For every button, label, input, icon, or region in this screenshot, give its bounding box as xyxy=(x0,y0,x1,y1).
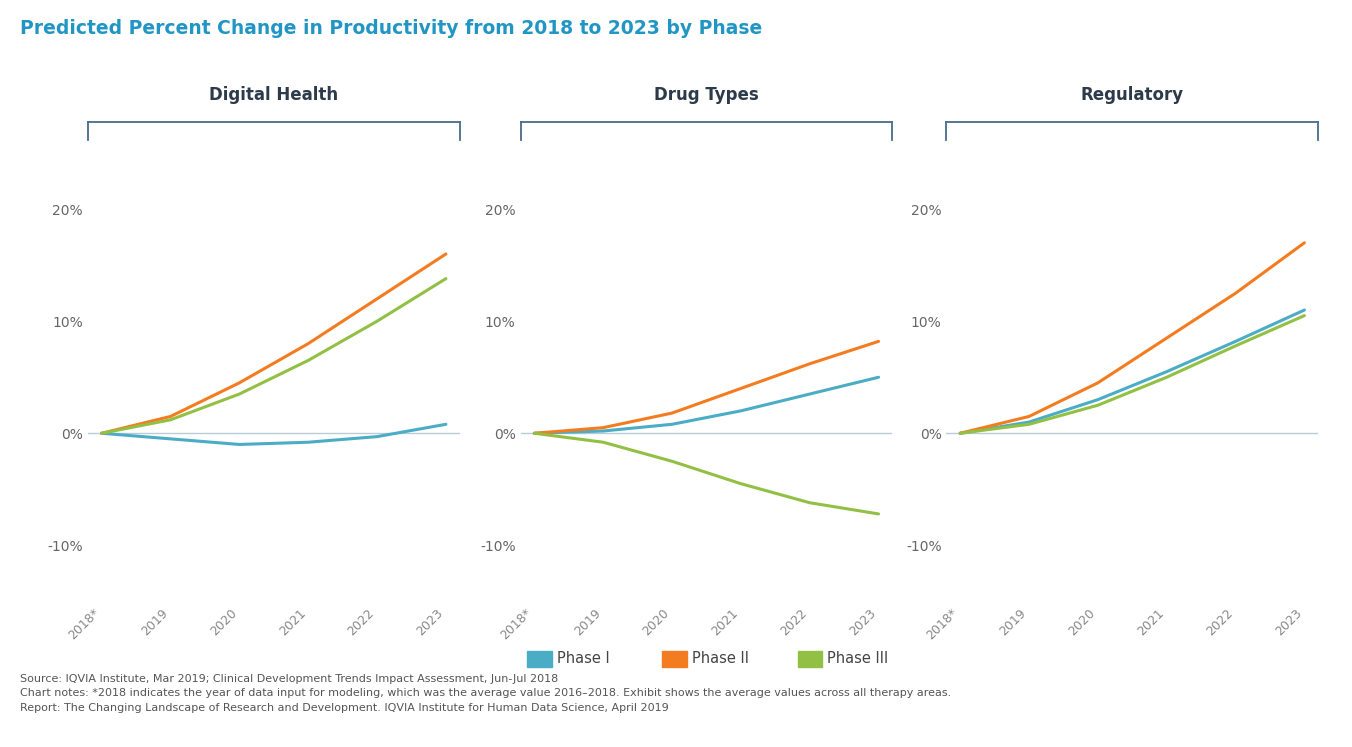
Text: Regulatory: Regulatory xyxy=(1080,86,1184,104)
Text: Phase II: Phase II xyxy=(692,651,749,666)
Text: Phase III: Phase III xyxy=(827,651,888,666)
Text: Source: IQVIA Institute, Mar 2019; Clinical Development Trends Impact Assessment: Source: IQVIA Institute, Mar 2019; Clini… xyxy=(20,674,558,684)
Text: Digital Health: Digital Health xyxy=(210,86,338,104)
Text: Chart notes: *2018 indicates the year of data input for modeling, which was the : Chart notes: *2018 indicates the year of… xyxy=(20,689,952,698)
Text: Report: The Changing Landscape of Research and Development. IQVIA Institute for : Report: The Changing Landscape of Resear… xyxy=(20,704,669,713)
Text: Phase I: Phase I xyxy=(557,651,610,666)
Text: Drug Types: Drug Types xyxy=(654,86,758,104)
Text: Predicted Percent Change in Productivity from 2018 to 2023 by Phase: Predicted Percent Change in Productivity… xyxy=(20,19,763,37)
